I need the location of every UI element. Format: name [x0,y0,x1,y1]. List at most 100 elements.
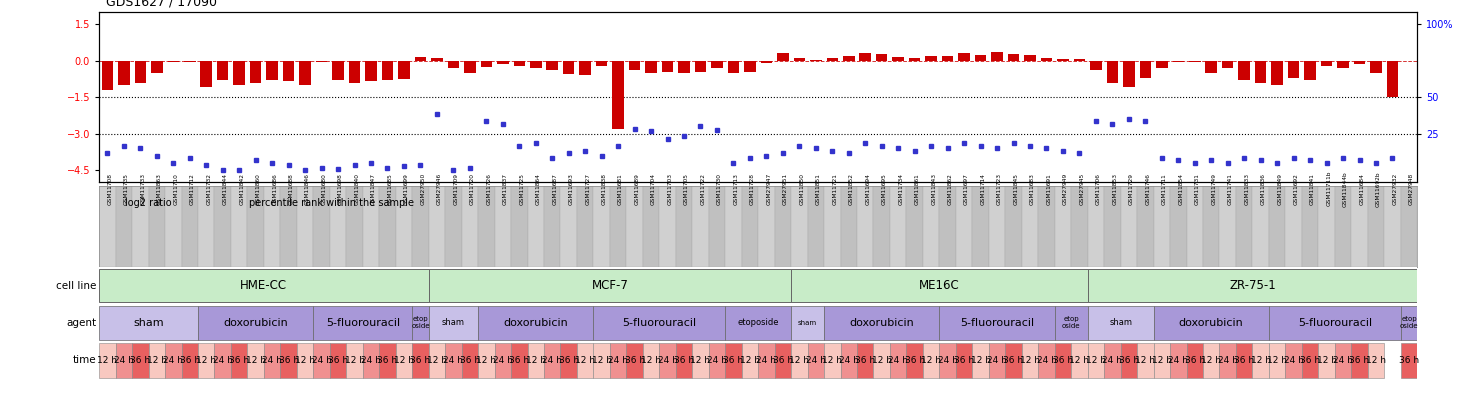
Bar [544,343,560,377]
Bar [494,186,510,267]
Bar [1302,186,1318,267]
Bar [494,343,510,377]
Text: GSM11844: GSM11844 [223,173,227,205]
Bar [563,61,574,74]
Bar [1368,343,1384,377]
Bar [579,61,590,75]
Text: 12 h: 12 h [1201,356,1222,365]
Bar [889,343,907,377]
Bar [1268,186,1286,267]
Bar [1287,61,1299,78]
Text: 12 h: 12 h [739,356,760,365]
Bar [462,343,478,377]
Text: 36 h: 36 h [378,356,398,365]
Text: 36 h: 36 h [130,356,150,365]
Bar [596,61,608,66]
Bar [662,61,674,72]
Bar [283,61,295,81]
Text: GSM27948: GSM27948 [1408,173,1414,205]
Bar [824,186,840,267]
Bar [1219,186,1236,267]
Bar [230,186,248,267]
Bar [792,343,808,377]
Bar [99,269,429,302]
Bar [873,186,889,267]
Text: 36 h: 36 h [1301,356,1319,365]
Bar [1305,61,1317,80]
Text: GSM11691: GSM11691 [1047,173,1051,205]
Bar [827,58,838,61]
Bar [214,186,230,267]
Bar [230,343,248,377]
Text: GSM11851: GSM11851 [816,173,821,205]
Text: 12 h: 12 h [245,356,265,365]
Text: 36 h: 36 h [558,356,579,365]
Bar [892,57,904,61]
Bar [249,61,261,83]
Text: 12 h: 12 h [872,356,892,365]
Text: GSM27950: GSM27950 [420,173,426,205]
Text: GSM11860: GSM11860 [255,173,261,205]
Bar [102,61,114,90]
Text: GSM11706: GSM11706 [1096,173,1101,205]
Bar [297,343,313,377]
Bar [248,186,264,267]
Bar [811,60,822,61]
Text: GSM11686: GSM11686 [273,173,277,205]
Text: GSM11704: GSM11704 [652,173,656,205]
Bar [675,186,693,267]
Text: 36 h: 36 h [328,356,348,365]
Bar [627,186,643,267]
Bar [267,61,278,80]
Bar [1236,343,1252,377]
Bar [678,61,690,73]
Text: GSM11685: GSM11685 [388,173,392,205]
Bar [742,186,758,267]
Bar [217,61,229,80]
Bar [926,56,937,61]
Bar [693,343,709,377]
Text: 12 h: 12 h [1251,356,1271,365]
Bar [181,343,198,377]
Text: GSM11689: GSM11689 [634,173,640,205]
Text: GSM11838: GSM11838 [602,173,607,205]
Bar [1153,343,1169,377]
Text: 12 h: 12 h [427,356,448,365]
Bar [1088,186,1104,267]
Bar [792,186,808,267]
Text: 24 h: 24 h [937,356,958,365]
Bar [975,55,987,61]
Bar [134,61,146,83]
Bar [907,186,923,267]
Bar [1368,186,1384,267]
Bar [1286,343,1302,377]
Text: 24 h: 24 h [757,356,776,365]
Text: 12 h: 12 h [526,356,545,365]
Bar [725,306,792,340]
Text: GSM11694: GSM11694 [865,173,870,205]
Text: 24 h: 24 h [806,356,825,365]
Bar [544,186,560,267]
Bar [907,343,923,377]
Text: GSM11708: GSM11708 [108,173,112,205]
Text: 12 h: 12 h [295,356,315,365]
Bar [1252,343,1268,377]
Bar [939,306,1054,340]
Text: 12 h: 12 h [574,356,595,365]
Text: GSM11842: GSM11842 [239,173,243,205]
Text: GSM11710: GSM11710 [174,173,178,205]
Bar [1140,61,1152,78]
Bar [379,186,395,267]
Text: GSM11853: GSM11853 [1112,173,1117,205]
Bar [1371,61,1382,73]
Bar [577,343,593,377]
Bar [1268,343,1286,377]
Text: GSM11684: GSM11684 [1359,173,1365,205]
Bar [1054,186,1072,267]
Bar [528,186,544,267]
Text: 24 h: 24 h [312,356,331,365]
Text: GSM11709: GSM11709 [453,173,458,205]
Text: GSM11683: GSM11683 [1029,173,1035,205]
Bar [478,186,494,267]
Text: 24 h: 24 h [362,356,381,365]
